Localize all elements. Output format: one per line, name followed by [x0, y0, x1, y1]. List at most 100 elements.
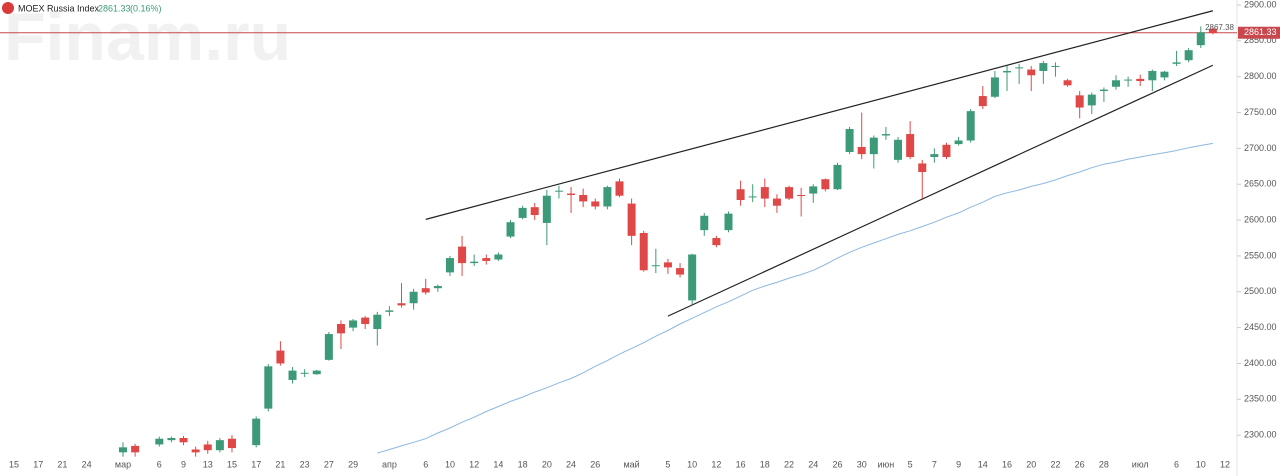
x-tick-label: 6 — [157, 459, 162, 469]
candle-body — [530, 207, 539, 216]
candle-body — [482, 258, 491, 261]
candle-body — [1196, 32, 1205, 46]
candle-body — [421, 288, 430, 293]
candle-body — [845, 129, 854, 152]
x-tick-label: 29 — [348, 459, 358, 469]
x-tick-label: 10 — [445, 459, 455, 469]
candle-body — [603, 187, 612, 207]
candle-body — [918, 163, 927, 173]
candle-body — [1124, 79, 1133, 81]
candle-body — [1003, 70, 1012, 73]
x-tick-label: 10 — [1196, 459, 1206, 469]
x-tick-label: 20 — [542, 459, 552, 469]
candle-body — [203, 444, 212, 451]
candle-body — [700, 215, 709, 231]
candle-body — [252, 418, 261, 446]
candle-body — [1015, 67, 1024, 69]
candle-body — [954, 140, 963, 145]
candle-body — [494, 254, 503, 260]
x-tick-label: 20 — [1026, 459, 1036, 469]
x-tick-label: 13 — [203, 459, 213, 469]
candle-body — [894, 139, 903, 160]
candle-body — [990, 77, 999, 97]
logo — [2, 2, 14, 14]
candle-body — [1039, 63, 1048, 71]
candle-body — [167, 438, 176, 441]
x-tick-label: 21 — [275, 459, 285, 469]
candle-body — [1112, 80, 1121, 87]
candle-body — [1208, 28, 1217, 33]
candle-body — [458, 246, 467, 264]
candle-body — [179, 438, 188, 443]
y-tick-label: 2900.00 — [1244, 0, 1277, 9]
candle-body — [639, 232, 648, 271]
x-tick-label: 26 — [832, 459, 842, 469]
candle-body — [288, 370, 297, 380]
candle-body — [385, 310, 394, 312]
candle-body — [1087, 94, 1096, 106]
high-label: 2867.38 — [1205, 23, 1234, 32]
candle-body — [930, 154, 939, 157]
candle-body — [1148, 70, 1157, 81]
chart-title: MOEX Russia Index — [18, 3, 100, 13]
x-tick-label: 23 — [300, 459, 310, 469]
x-tick-label: 14 — [978, 459, 988, 469]
x-tick-label: мар — [115, 459, 131, 469]
y-tick-label: 2550.00 — [1244, 250, 1277, 260]
candle-body — [1172, 62, 1181, 64]
candle-body — [651, 265, 660, 267]
candle-body — [361, 317, 370, 325]
candle-body — [591, 201, 600, 207]
x-tick-label: 9 — [181, 459, 186, 469]
x-tick-label: 10 — [687, 459, 697, 469]
candle-body — [349, 320, 358, 328]
candle-body — [324, 334, 333, 360]
candle-body — [397, 303, 406, 306]
x-tick-label: 30 — [857, 459, 867, 469]
x-tick-label: 16 — [736, 459, 746, 469]
x-tick-label: 17 — [251, 459, 261, 469]
x-tick-label: 5 — [665, 459, 670, 469]
candle-body — [118, 447, 127, 453]
candle-body — [724, 213, 733, 231]
x-tick-label: 28 — [1099, 459, 1109, 469]
candle-body — [857, 146, 866, 155]
candle-body — [797, 194, 806, 196]
candle-body — [276, 350, 285, 364]
candle-body — [809, 186, 818, 194]
x-tick-label: 15 — [227, 459, 237, 469]
candle-body — [579, 194, 588, 202]
candle-body — [712, 238, 721, 246]
x-tick-label: 22 — [1050, 459, 1060, 469]
y-tick-label: 2750.00 — [1244, 107, 1277, 117]
x-tick-label: 12 — [1220, 459, 1230, 469]
x-tick-label: 12 — [711, 459, 721, 469]
candle-body — [312, 370, 321, 375]
candle-body — [869, 137, 878, 155]
x-tick-label: 24 — [808, 459, 818, 469]
candle-body — [373, 314, 382, 330]
candle-body — [615, 181, 624, 196]
x-tick-label: май — [623, 459, 639, 469]
x-tick-label: 12 — [469, 459, 479, 469]
candle-body — [191, 449, 200, 453]
candle-body — [1160, 71, 1169, 78]
x-tick-label: июн — [878, 459, 895, 469]
x-tick-label: 6 — [423, 459, 428, 469]
candle-body — [567, 193, 576, 195]
y-tick-label: 2450.00 — [1244, 322, 1277, 332]
price-tag — [1238, 26, 1280, 39]
candle-body — [942, 144, 951, 157]
candle-body — [445, 258, 454, 273]
candle-body — [227, 438, 236, 449]
price-tag-label: 2861.33 — [1244, 27, 1277, 37]
candle-body — [1063, 80, 1072, 86]
x-tick-label: 14 — [493, 459, 503, 469]
x-tick-label: 24 — [566, 459, 576, 469]
candle-body — [1075, 95, 1084, 108]
moving-average — [377, 142, 1213, 454]
x-tick-label: 5 — [908, 459, 913, 469]
candle-body — [821, 179, 830, 190]
y-tick-label: 2850.00 — [1244, 35, 1277, 45]
candle-body — [627, 203, 636, 236]
